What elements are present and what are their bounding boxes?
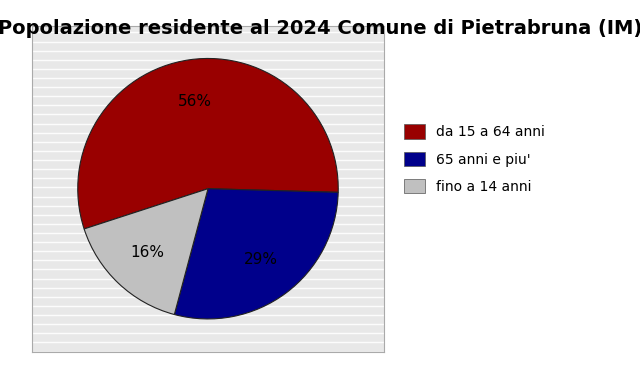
Legend: da 15 a 64 anni, 65 anni e piu', fino a 14 anni: da 15 a 64 anni, 65 anni e piu', fino a …	[404, 124, 545, 194]
Wedge shape	[78, 58, 338, 229]
Text: 56%: 56%	[179, 94, 212, 108]
Text: 16%: 16%	[130, 245, 164, 260]
Wedge shape	[84, 189, 208, 314]
Text: Popolazione residente al 2024 Comune di Pietrabruna (IM): Popolazione residente al 2024 Comune di …	[0, 18, 640, 37]
Text: 29%: 29%	[244, 252, 278, 267]
Wedge shape	[174, 189, 338, 319]
